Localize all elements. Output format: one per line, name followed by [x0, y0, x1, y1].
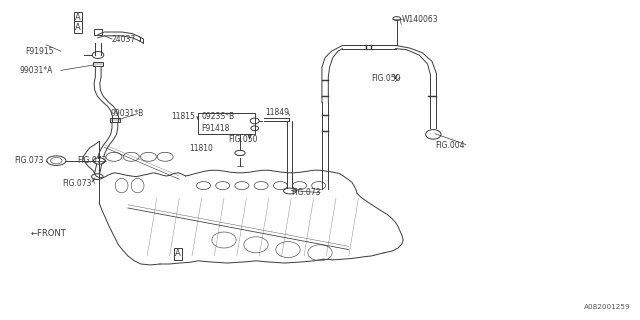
Text: 11815: 11815 [172, 112, 195, 121]
Text: FIG.050: FIG.050 [228, 135, 257, 144]
Text: FIG.073: FIG.073 [77, 156, 106, 165]
Text: W140063: W140063 [401, 15, 438, 24]
Text: 99031*B: 99031*B [110, 109, 143, 118]
Text: FIG.004: FIG.004 [435, 141, 465, 150]
Text: 11849: 11849 [266, 108, 289, 117]
Bar [110, 118, 120, 122]
Text: A082001259: A082001259 [584, 304, 630, 310]
Bar [93, 62, 103, 66]
Text: A: A [76, 23, 81, 32]
Text: 11810: 11810 [189, 144, 212, 153]
Text: A: A [175, 249, 180, 258]
Text: 99031*A: 99031*A [19, 66, 52, 75]
Text: A: A [75, 13, 81, 22]
Text: ←FRONT: ←FRONT [31, 229, 67, 238]
Text: F91418: F91418 [202, 124, 230, 133]
Text: FIG.073: FIG.073 [291, 188, 321, 197]
Text: FIG.073: FIG.073 [14, 156, 44, 165]
Bar [94, 29, 102, 35]
Text: F91915: F91915 [26, 47, 54, 56]
Text: 24037: 24037 [112, 35, 136, 44]
Bar [198, 113, 255, 134]
Text: FIG.073: FIG.073 [63, 180, 92, 188]
Text: 0923S*B: 0923S*B [202, 112, 235, 121]
Text: FIG.050: FIG.050 [371, 74, 401, 83]
